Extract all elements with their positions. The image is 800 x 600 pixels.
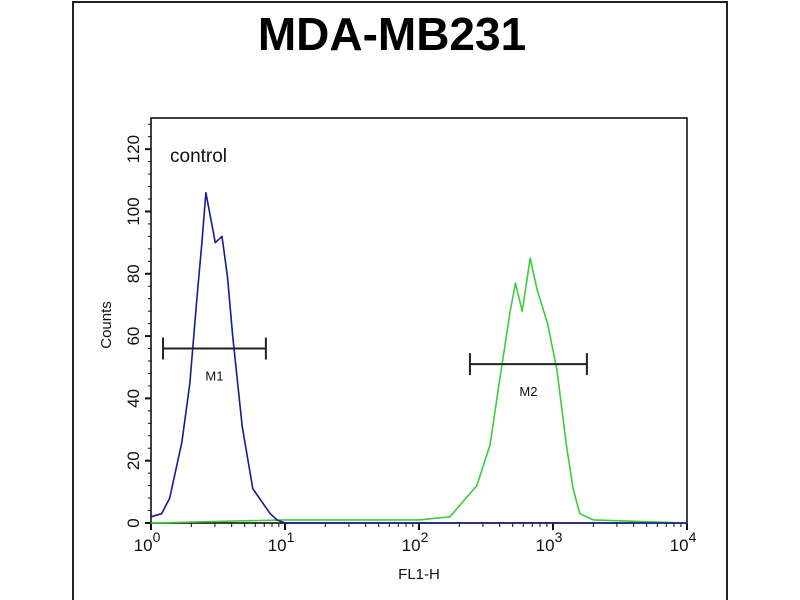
y-tick-label: 20 — [124, 451, 143, 470]
x-tick-exponent: 4 — [689, 529, 697, 545]
data-point — [189, 382, 191, 384]
data-point — [284, 522, 286, 524]
data-point — [276, 519, 278, 521]
annotation-control: control — [170, 146, 227, 167]
series-group — [150, 192, 688, 524]
data-point — [547, 323, 549, 325]
data-point — [476, 485, 478, 487]
data-point — [509, 310, 511, 312]
data-point — [169, 497, 171, 499]
x-tick-base: 10 — [536, 536, 555, 555]
data-point — [181, 441, 183, 443]
x-tick-exponent: 3 — [555, 529, 563, 545]
y-tick-label: 80 — [124, 264, 143, 283]
data-point — [529, 257, 531, 259]
data-point — [226, 276, 229, 278]
data-point — [556, 369, 558, 371]
series-line-blue — [150, 192, 687, 524]
x-tick-base: 10 — [268, 536, 287, 555]
marker-label: M2 — [519, 384, 537, 399]
data-point — [418, 522, 420, 524]
x-tick-exponent: 2 — [421, 529, 429, 545]
data-point — [449, 516, 451, 518]
data-point — [521, 310, 523, 312]
data-point — [552, 522, 554, 524]
marker-label: M1 — [205, 369, 223, 384]
data-point — [489, 444, 491, 446]
data-point — [221, 235, 223, 237]
data-point — [514, 282, 517, 284]
x-tick-base: 10 — [670, 536, 689, 555]
data-point — [579, 513, 581, 515]
series-line-green — [150, 257, 688, 524]
data-point — [499, 379, 501, 381]
data-point — [284, 519, 286, 521]
x-tick-label: 102 — [402, 529, 429, 555]
data-point — [196, 301, 198, 303]
y-tick-label: 0 — [124, 518, 143, 527]
y-tick-label: 120 — [124, 135, 143, 163]
y-tick-label: 100 — [124, 197, 143, 225]
data-point — [418, 519, 420, 521]
data-point — [201, 242, 203, 244]
x-tick-base: 10 — [134, 536, 153, 555]
data-point — [572, 488, 574, 490]
data-point — [241, 425, 243, 428]
x-tick-label: 104 — [670, 529, 697, 555]
x-axis-label: FL1-H — [398, 566, 440, 583]
x-tick-label: 100 — [134, 529, 161, 555]
y-tick-label: 60 — [124, 327, 143, 346]
data-point — [252, 488, 254, 490]
data-point — [232, 335, 234, 337]
data-point — [150, 516, 152, 518]
data-point — [536, 288, 538, 290]
data-point — [592, 519, 594, 521]
markers-group: M1 M2 — [162, 337, 588, 399]
x-tick-label: 103 — [536, 529, 563, 555]
data-point — [161, 513, 163, 515]
chart-title: MDA-MB231 — [258, 8, 526, 60]
data-point — [150, 522, 152, 524]
data-point — [565, 444, 568, 446]
outer-frame — [72, 1, 728, 600]
x-tick-label: 101 — [268, 529, 295, 555]
x-tick-base: 10 — [402, 536, 421, 555]
x-tick-exponent: 1 — [287, 529, 295, 545]
data-point — [214, 242, 216, 244]
y-tick-label: 40 — [124, 389, 143, 408]
data-point — [686, 522, 688, 524]
data-point — [205, 192, 207, 194]
y-axis-label: Counts — [98, 301, 115, 349]
x-tick-exponent: 0 — [153, 529, 161, 545]
data-point — [269, 513, 271, 515]
